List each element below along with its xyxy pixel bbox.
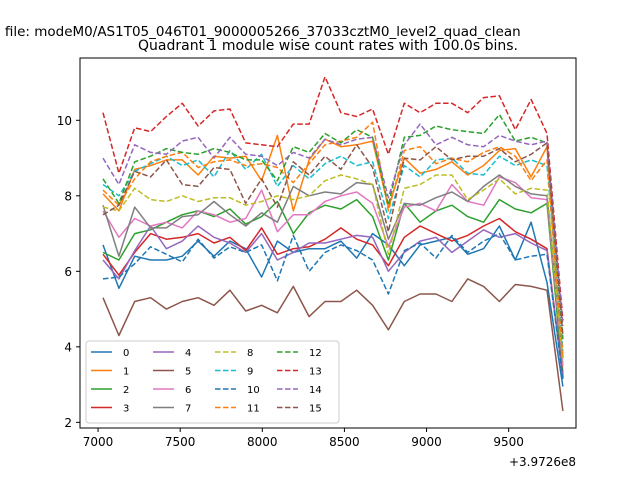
series-line-5	[102, 278, 564, 412]
series-line-11	[102, 121, 564, 357]
legend-label-13: 13	[309, 367, 322, 378]
legend-label-15: 15	[309, 404, 322, 415]
series-line-1	[102, 134, 564, 374]
legend-label-14: 14	[309, 385, 322, 396]
plot-frame	[79, 57, 577, 429]
series-line-13	[102, 76, 564, 321]
series-line-3	[102, 217, 564, 378]
legend-box	[85, 340, 340, 424]
series-line-9	[102, 149, 564, 351]
figure-suptitle: n file: modeM0/AS1T05_046T01_9000005266_…	[0, 24, 521, 40]
legend-label-6: 6	[185, 385, 191, 396]
legend-label-10: 10	[247, 385, 260, 396]
series-line-10	[102, 232, 564, 379]
x-tick-label: 8500	[329, 435, 360, 449]
y-tick-label: 6	[64, 265, 72, 279]
chart-title: Quadrant 1 module wise count rates with …	[138, 38, 518, 54]
series-line-12	[102, 113, 564, 340]
y-axis: 2 4 6 8 10	[57, 114, 80, 430]
y-tick-label: 4	[64, 340, 72, 354]
legend-label-11: 11	[247, 404, 260, 415]
legend-label-7: 7	[185, 404, 191, 415]
series-line-14	[102, 123, 564, 327]
series-line-2	[102, 198, 564, 378]
series-line-6	[102, 176, 564, 366]
legend-label-12: 12	[309, 348, 322, 359]
x-tick-label: 8000	[247, 435, 278, 449]
series-line-7	[102, 174, 564, 359]
x-tick-label: 9000	[411, 435, 442, 449]
series-line-0	[102, 221, 564, 387]
x-axis: 7000 7500 8000 8500 9000 9500	[83, 428, 524, 449]
x-tick-label: 9500	[493, 435, 524, 449]
series-line-15	[102, 142, 564, 336]
legend-label-1: 1	[123, 367, 129, 378]
legend-label-2: 2	[123, 385, 129, 396]
legend-label-5: 5	[185, 367, 191, 378]
legend-label-4: 4	[185, 348, 191, 359]
x-tick-label: 7500	[165, 435, 196, 449]
series-line-8	[102, 174, 564, 362]
legend-label-9: 9	[247, 367, 253, 378]
legend-label-3: 3	[123, 404, 129, 415]
legend-label-0: 0	[123, 348, 129, 359]
x-offset-label: +3.9726e8	[509, 455, 576, 469]
series-line-4	[102, 225, 564, 379]
y-tick-label: 8	[64, 189, 72, 203]
x-tick-label: 7000	[83, 435, 114, 449]
y-tick-label: 2	[64, 416, 72, 430]
series-layer	[102, 76, 564, 412]
y-tick-label: 10	[57, 114, 72, 128]
legend-label-8: 8	[247, 348, 253, 359]
